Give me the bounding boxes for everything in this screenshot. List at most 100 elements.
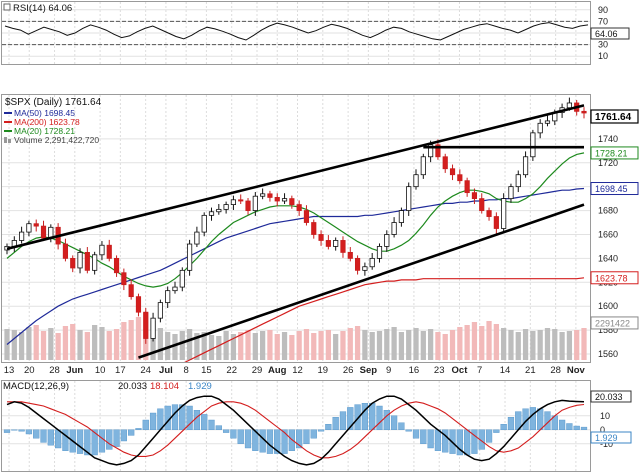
volume-bar-34 <box>252 333 258 360</box>
rsi-legend-swatch <box>3 3 11 11</box>
macd-hist-bar-46 <box>339 411 347 431</box>
ma20-line <box>6 152 585 288</box>
macd-hist-bar-22 <box>164 405 171 430</box>
candle-body-4 <box>33 223 39 227</box>
candle-body-73 <box>537 122 543 134</box>
macd-hist-bar-67 <box>493 429 500 433</box>
volume-bar-46 <box>340 331 346 360</box>
ma200-line <box>184 277 585 362</box>
volume-bar-10 <box>77 330 83 360</box>
macd-hist-bar-25 <box>186 405 193 430</box>
volume-bar-47 <box>347 328 353 360</box>
macd-hist-bar-26 <box>193 410 201 431</box>
volume-bar-30 <box>223 331 229 360</box>
candle-body-12 <box>92 254 98 271</box>
macd-hist-bar-30 <box>222 429 230 433</box>
volume-bar-55 <box>406 330 412 360</box>
macd-tick-label-0: 10 <box>600 411 610 421</box>
macd-hist-bar-68 <box>500 424 507 431</box>
macd-hist-bar-24 <box>179 404 186 431</box>
price-tick-label-0: 1740 <box>598 134 618 144</box>
macd-hist-bar-10 <box>76 429 84 454</box>
volume-bar-29 <box>216 336 222 360</box>
macd-hist-bar-11 <box>84 429 91 456</box>
candle-body-59 <box>435 144 441 158</box>
volume-bar-74 <box>544 328 551 360</box>
candle-body-54 <box>398 210 404 223</box>
volume-bar-66 <box>486 321 492 360</box>
macd-hist-bar-15 <box>113 429 120 447</box>
candle-body-64 <box>471 192 478 200</box>
candle-body-24 <box>179 269 185 288</box>
macd-hist-bar-58 <box>427 429 434 449</box>
volume-bar-49 <box>362 330 368 360</box>
volume-bar-33 <box>245 330 251 360</box>
x-tick-label-24: 28 <box>550 365 561 376</box>
macd-hist-bar-64 <box>471 429 478 454</box>
volume-bar-59 <box>435 332 441 360</box>
candle-body-5 <box>40 225 47 239</box>
candle-body-60 <box>442 156 448 170</box>
volume-bar-78 <box>574 330 580 360</box>
macd-hist-bar-59 <box>434 429 442 451</box>
macd-hist-bar-57 <box>420 429 427 444</box>
candle-body-63 <box>464 180 470 194</box>
macd-hist-value: 1.929 <box>188 381 212 392</box>
macd-hist-bar-8 <box>62 429 69 451</box>
ma-badge-text-3: 2291422 <box>595 318 630 328</box>
macd-hist-bar-79 <box>580 426 588 430</box>
candle-body-57 <box>420 156 426 176</box>
price-tick-label-4: 1660 <box>598 229 618 239</box>
macd-hist-bar-37 <box>274 429 281 454</box>
volume-bar-39 <box>289 335 295 360</box>
volume-bar-42 <box>311 333 317 360</box>
macd-hist-bar-19 <box>142 419 149 431</box>
x-tick-label-15: 26 <box>343 365 354 376</box>
candle-body-34 <box>252 195 258 211</box>
macd-hist-bar-50 <box>369 403 376 431</box>
candle-body-25 <box>187 243 193 271</box>
macd-hist-bar-27 <box>201 414 208 430</box>
candle-body-51 <box>376 246 383 259</box>
macd-value: 20.033 <box>118 381 147 392</box>
macd-hist-bar-23 <box>171 404 179 431</box>
macd-tick-label-1: 0 <box>600 425 605 435</box>
macd-hist-bar-42 <box>310 429 317 439</box>
candle-body-48 <box>354 257 361 271</box>
macd-hist-bar-44 <box>325 424 332 431</box>
volume-bar-18 <box>135 317 142 360</box>
volume-bar-64 <box>471 322 478 360</box>
x-tick-label-17: 9 <box>386 365 391 376</box>
volume-bar-38 <box>281 332 288 360</box>
macd-hist-bar-69 <box>507 417 515 431</box>
candle-body-65 <box>479 198 485 211</box>
macd-hist-bar-47 <box>347 407 354 430</box>
candle-body-36 <box>267 193 273 198</box>
x-tick-label-20: Oct <box>452 365 469 376</box>
volume-bar-79 <box>581 328 587 360</box>
candle-body-39 <box>289 198 295 205</box>
candle-body-77 <box>566 102 572 109</box>
candle-body-27 <box>201 214 207 233</box>
x-tick-label-2: 28 <box>49 365 60 376</box>
macd-hist-bar-20 <box>149 412 157 430</box>
x-tick-label-9: 15 <box>201 365 212 376</box>
volume-bar-15 <box>113 329 120 360</box>
volume-bar-68 <box>501 328 507 360</box>
volume-bar-21 <box>157 328 164 360</box>
trendline-0 <box>6 104 585 251</box>
macd-hist-bar-72 <box>529 407 536 430</box>
candle-body-37 <box>274 197 280 202</box>
candle-body-47 <box>347 252 353 259</box>
candle-body-29 <box>216 208 222 213</box>
volume-bar-44 <box>325 330 331 360</box>
candle-body-40 <box>296 204 302 211</box>
candle-body-66 <box>486 210 492 217</box>
candle-body-17 <box>128 284 134 298</box>
candle-body-18 <box>135 296 142 313</box>
rsi-legend: RSI(14) 64.06 <box>3 3 72 14</box>
candle-body-42 <box>311 222 317 235</box>
ma-badge-box-1 <box>590 182 639 196</box>
candle-body-74 <box>544 120 551 124</box>
